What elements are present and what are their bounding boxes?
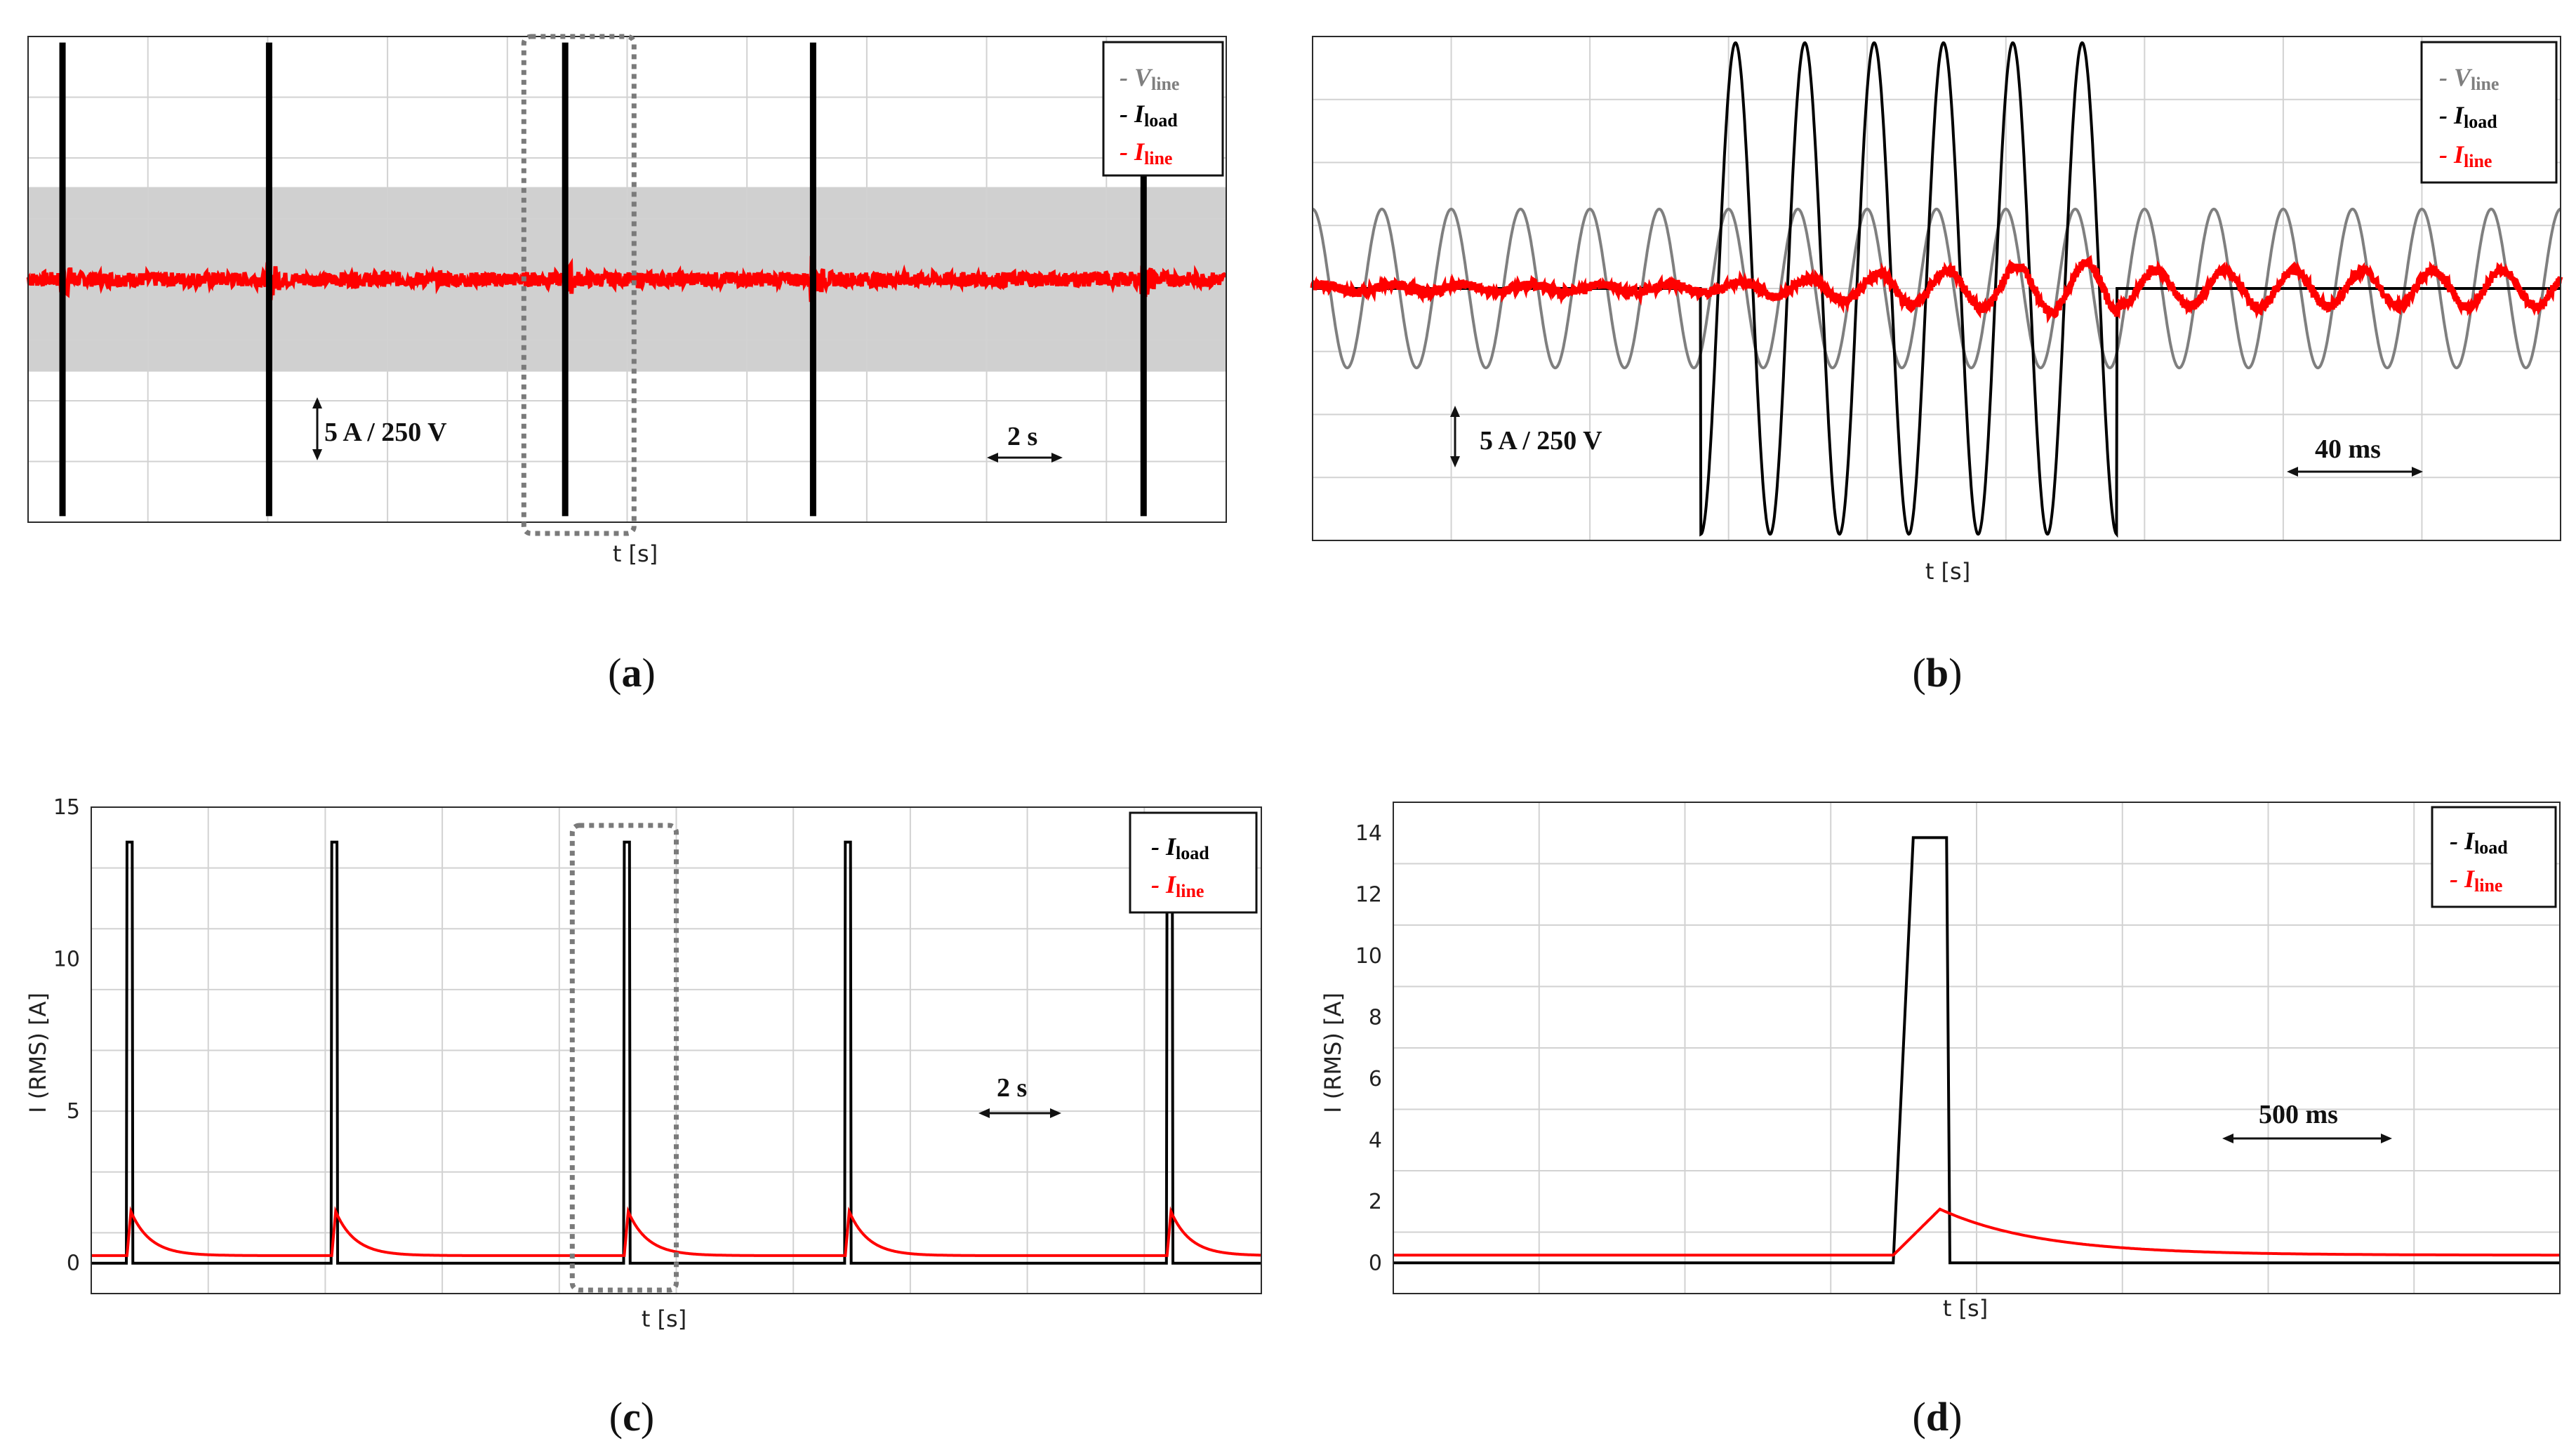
panel-b: - Vline - Iload - Iline 5 A / 250 V 40 m… — [1310, 36, 2563, 696]
panel-d-legend-i-load-main: I — [2464, 827, 2476, 855]
panel-d-y-tick-label-2: 4 — [1369, 1128, 1382, 1152]
panel-a-scale-x: 2 s — [987, 422, 1063, 463]
panel-b-legend: - Vline - Iload - Iline — [2420, 41, 2558, 184]
panel-a-scale-y-label: 5 A / 250 V — [324, 418, 447, 447]
panel-d-i-load-trace — [1393, 836, 2560, 1265]
panel-b-caption-letter: b — [1926, 650, 1948, 696]
panel-c-legend-box — [1129, 811, 1258, 914]
panel-b-i-line-trace — [1310, 255, 2563, 324]
panel-b-scale-x-arrowhead-right — [2412, 467, 2423, 477]
panel-a-legend-box — [1102, 41, 1224, 177]
panel-d: 0 2 4 6 8 10 12 14 - Iload - Iline 500 ms I (RM… — [1320, 802, 2561, 1440]
panel-a-scale-y-arrowhead-down — [312, 449, 322, 460]
panel-c-caption: (c) — [609, 1394, 654, 1440]
panel-d-y-tick-label-7: 14 — [1355, 821, 1382, 846]
panel-c-caption-letter: c — [623, 1394, 641, 1440]
panel-c-i-load-trace — [91, 840, 1261, 1265]
panel-d-ylabel: I (RMS) [A] — [1320, 992, 1346, 1113]
panel-d-y-tick-label-0: 0 — [1369, 1251, 1382, 1275]
panel-b-legend-i-load-sub: load — [2464, 112, 2497, 132]
panel-b-legend-box — [2420, 41, 2558, 184]
panel-d-i-line-trace — [1393, 1207, 2560, 1257]
panel-c-legend-i-line-sub: line — [1176, 881, 1204, 901]
panel-b-frame — [1312, 36, 2561, 541]
panel-c-zoom-box — [569, 823, 679, 1293]
panel-a-xlabel: t [s] — [613, 540, 658, 567]
panel-d-y-tick-label-4: 8 — [1369, 1005, 1382, 1030]
panel-a-frame — [27, 36, 1227, 523]
panel-b-scale-x: 40 ms — [2287, 434, 2423, 477]
panel-c-y-tick-label-3: 15 — [53, 795, 80, 820]
panel-c-scale-x-arrowhead-left — [978, 1108, 990, 1118]
panel-b-xlabel: t [s] — [1925, 558, 1970, 585]
panel-d-y-tick-label-3: 6 — [1369, 1067, 1382, 1091]
panel-b-caption: (b) — [1913, 650, 1963, 696]
panel-d-legend-i-line-sub: line — [2474, 875, 2502, 896]
panel-d-caption-letter: d — [1926, 1394, 1948, 1440]
panel-a-scale-x-label: 2 s — [1007, 422, 1037, 451]
panel-b-scale-x-label: 40 ms — [2315, 434, 2381, 464]
panel-b-scale-y-label: 5 A / 250 V — [1480, 426, 1602, 456]
panel-c-xlabel: t [s] — [642, 1305, 686, 1332]
panel-c-legend-i-load-main: I — [1165, 832, 1177, 861]
panel-c-legend-i-line-main: I — [1165, 870, 1177, 898]
panel-d-xlabel: t [s] — [1943, 1295, 1988, 1322]
panel-d-caption: (d) — [1913, 1394, 1963, 1440]
panel-d-frame — [1393, 802, 2561, 1294]
panel-a-legend-v-line-main: V — [1134, 63, 1153, 91]
panel-b-scale-y-arrowhead-up — [1450, 406, 1460, 417]
panel-d-y-tick-label-6: 12 — [1355, 882, 1382, 907]
panel-b-legend-i-line-main: I — [2453, 140, 2465, 168]
panel-c: 0 5 10 15 - Iload - Iline 2 s I (RMS) [A] t… — [25, 795, 1262, 1440]
panel-d-legend: - Iload - Iline — [2431, 806, 2557, 908]
panel-a-legend-i-line-main: I — [1134, 138, 1146, 166]
panel-d-legend-i-line: - Iline — [2450, 865, 2502, 896]
panel-a-scale-y: 5 A / 250 V — [312, 397, 447, 460]
panel-b-v-line-trace — [1312, 207, 2561, 370]
panel-c-scale-x-label: 2 s — [997, 1073, 1027, 1103]
panel-c-ylabel: I (RMS) [A] — [25, 992, 51, 1113]
panel-b-scale-x-arrowhead-left — [2287, 467, 2298, 477]
panel-b-scale-y-arrowhead-down — [1450, 456, 1460, 467]
panel-a-legend: - Vline - Iload - Iline — [1102, 41, 1224, 177]
panel-d-y-tick-label-5: 10 — [1355, 944, 1382, 969]
panel-c-scale-x-arrowhead-right — [1050, 1108, 1061, 1118]
panel-b-legend-v-line: - Vline — [2439, 63, 2499, 94]
panel-a-zoom-box — [521, 34, 637, 536]
panel-b-legend-i-load-main: I — [2453, 101, 2465, 129]
panel-a-legend-i-load-sub: load — [1144, 110, 1178, 131]
panel-c-legend: - Iload - Iline — [1129, 811, 1258, 914]
panel-c-legend-i-load-sub: load — [1176, 843, 1209, 863]
panel-b-scale-y: 5 A / 250 V — [1450, 406, 1602, 467]
panel-a-legend-i-line-sub: line — [1144, 148, 1172, 168]
panel-a-scale-y-arrowhead-up — [312, 397, 322, 408]
panel-c-scale-x: 2 s — [978, 1073, 1061, 1118]
panel-c-i-line-trace — [91, 1206, 1261, 1257]
panel-a-legend-v-line-sub: line — [1151, 74, 1179, 94]
panel-b-legend-v-line-main: V — [2454, 63, 2473, 91]
panel-c-y-tick-label-0: 0 — [67, 1251, 80, 1276]
panel-a-legend-i-load: - Iload — [1120, 100, 1178, 131]
panel-a-legend-i-load-main: I — [1134, 100, 1146, 128]
panel-c-y-tick-label-2: 10 — [53, 948, 80, 972]
panel-a-scale-x-arrowhead-right — [1051, 453, 1063, 463]
panel-c-y-tick-label-1: 5 — [67, 1099, 80, 1124]
panel-d-scale-x-arrowhead-right — [2381, 1134, 2392, 1143]
panel-d-legend-box — [2431, 806, 2557, 908]
panel-d-scale-x-arrowhead-left — [2222, 1134, 2233, 1143]
panel-d-y-tick-label-1: 2 — [1369, 1190, 1382, 1214]
panel-a-i-line-trace — [26, 255, 1227, 303]
panel-c-frame — [91, 806, 1262, 1294]
panel-a-scale-x-arrowhead-left — [987, 453, 998, 463]
panel-d-legend-i-load-sub: load — [2474, 837, 2508, 858]
panel-a-caption-letter: a — [622, 650, 642, 696]
panel-d-scale-x-label: 500 ms — [2259, 1100, 2338, 1129]
panel-a-caption: (a) — [608, 650, 656, 696]
panel-d-legend-i-line-main: I — [2464, 865, 2476, 893]
panel-b-legend-i-line-sub: line — [2464, 151, 2492, 171]
panel-d-scale-x: 500 ms — [2222, 1100, 2392, 1143]
panel-a: - Vline - Iload - Iline 5 A / 250 V 2 s … — [26, 34, 1227, 696]
panel-b-legend-v-line-sub: line — [2471, 74, 2499, 94]
